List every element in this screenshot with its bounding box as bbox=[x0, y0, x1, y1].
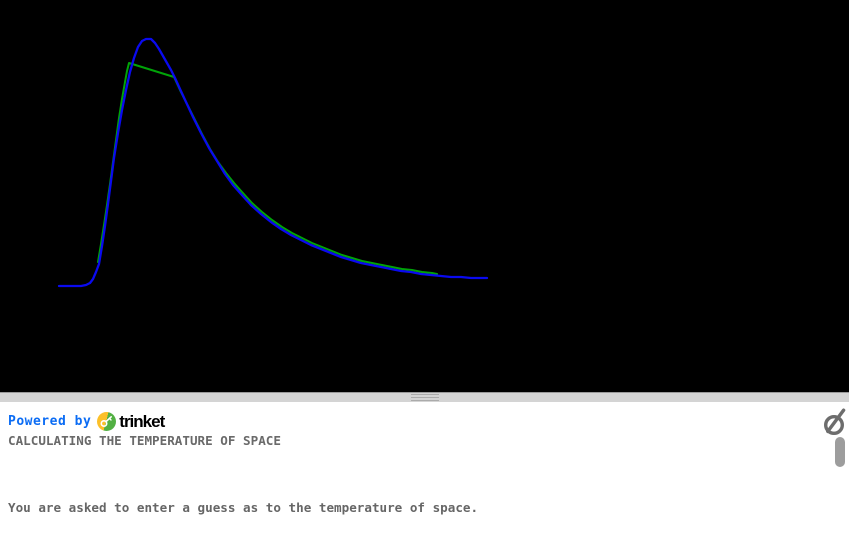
plot-svg bbox=[57, 37, 489, 288]
divider-drag-handle[interactable] bbox=[410, 394, 439, 401]
console-text-block: You are asked to enter a guess as to the… bbox=[8, 465, 804, 533]
console-line: You are asked to enter a guess as to the… bbox=[8, 500, 479, 515]
console-scrollbar-thumb[interactable] bbox=[835, 437, 845, 467]
plot-output-area bbox=[0, 0, 849, 392]
program-title-line: CALCULATING THE TEMPERATURE OF SPACE bbox=[8, 433, 281, 448]
observational-data-curve bbox=[97, 62, 438, 275]
powered-by-trinket-link[interactable]: Powered by trinket bbox=[8, 411, 165, 431]
pane-divider bbox=[0, 392, 849, 402]
powered-by-label: Powered by bbox=[8, 413, 92, 429]
trinket-wordmark: trinket bbox=[119, 411, 165, 431]
calculated-data-curve bbox=[57, 37, 489, 288]
console-output[interactable]: Powered by trinket CALCULATING THE TEMPE… bbox=[0, 402, 849, 533]
reset-icon[interactable] bbox=[820, 405, 849, 438]
trinket-logo-icon bbox=[97, 411, 117, 431]
